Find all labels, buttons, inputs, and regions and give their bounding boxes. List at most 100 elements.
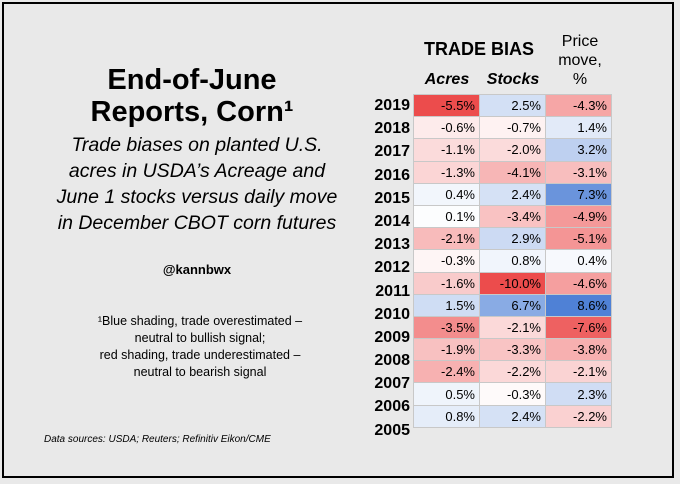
table-row: 0.4% 2.4% 7.3% bbox=[413, 182, 612, 206]
stocks-cell: -3.4% bbox=[479, 204, 546, 229]
year-labels: 2019 2018 2017 2016 2015 2014 2013 2012 2011 2010… bbox=[366, 94, 412, 442]
stocks-cell: 0.8% bbox=[479, 249, 546, 273]
stocks-column-header: Stocks bbox=[486, 71, 540, 88]
stocks-cell: -2.1% bbox=[479, 315, 546, 340]
year-label: 2007 bbox=[374, 375, 410, 393]
price-cell: 8.6% bbox=[545, 293, 612, 317]
figure-frame: End-of-June Reports, Corn¹ Trade biases … bbox=[2, 2, 674, 478]
acres-cell: -1.3% bbox=[413, 160, 480, 184]
year-label: 2015 bbox=[374, 189, 410, 207]
price-cell: -7.6% bbox=[545, 315, 612, 340]
year-label: 2014 bbox=[374, 212, 410, 230]
year-label: 2018 bbox=[374, 120, 410, 138]
acres-cell: -3.5% bbox=[413, 315, 480, 340]
price-cell: -3.1% bbox=[545, 160, 612, 184]
table-row: -5.5% 2.5% -4.3% bbox=[413, 93, 612, 118]
title-line-2: Reports, Corn¹ bbox=[90, 96, 294, 128]
subtitle-line-4: in December CBOT corn futures bbox=[57, 212, 337, 234]
price-cell: -5.1% bbox=[545, 227, 612, 251]
year-label: 2009 bbox=[374, 328, 410, 346]
bias-table: -5.5% 2.5% -4.3% -0.6% -0.7% 1.4% -1.1% -2.0% 3.… bbox=[413, 93, 612, 428]
stocks-cell: 2.4% bbox=[479, 182, 546, 206]
year-label: 2019 bbox=[374, 97, 410, 114]
acres-cell: -1.6% bbox=[413, 271, 480, 295]
acres-cell: 0.8% bbox=[413, 404, 480, 428]
price-cell: 7.3% bbox=[545, 182, 612, 206]
footnote-line-4: neutral to bearish signal bbox=[133, 365, 267, 379]
data-sources: Data sources: USDA; Reuters; Refinitiv E… bbox=[44, 434, 271, 445]
acres-cell: 0.1% bbox=[413, 204, 480, 229]
year-label: 2017 bbox=[374, 143, 410, 161]
table-row: -2.1% 2.9% -5.1% bbox=[413, 227, 612, 251]
table-row: -1.3% -4.1% -3.1% bbox=[413, 160, 612, 184]
footnote-line-1: ¹Blue shading, trade overestimated – bbox=[97, 314, 303, 328]
year-label: 2005 bbox=[374, 421, 410, 439]
footnote-line-2: neutral to bullish signal; bbox=[134, 331, 266, 345]
stocks-cell: 2.9% bbox=[479, 227, 546, 251]
table-row: -3.5% -2.1% -7.6% bbox=[413, 315, 612, 340]
acres-cell: 0.5% bbox=[413, 382, 480, 406]
acres-cell: -0.6% bbox=[413, 116, 480, 140]
year-label: 2008 bbox=[374, 352, 410, 370]
trade-bias-header: TRADE BIAS bbox=[423, 39, 534, 59]
price-cell: 3.2% bbox=[545, 138, 612, 162]
table-row: -1.6% -10.0% -4.6% bbox=[413, 271, 612, 295]
subtitle-line-3: June 1 stocks versus daily move bbox=[56, 186, 338, 208]
price-cell: 2.3% bbox=[545, 382, 612, 406]
year-label: 2011 bbox=[375, 282, 410, 300]
year-label: 2006 bbox=[374, 398, 410, 416]
table-row: 0.8% 2.4% -2.2% bbox=[413, 404, 612, 428]
stocks-cell: -2.2% bbox=[479, 360, 546, 384]
acres-cell: 0.4% bbox=[413, 182, 480, 206]
subtitle-line-1: Trade biases on planted U.S. bbox=[71, 134, 323, 156]
acres-cell: 1.5% bbox=[413, 293, 480, 317]
footnote-line-3: red shading, trade underestimated – bbox=[99, 348, 301, 362]
year-label: 2010 bbox=[374, 305, 410, 323]
price-cell: -4.3% bbox=[545, 93, 612, 118]
stocks-cell: 2.4% bbox=[479, 404, 546, 428]
price-cell: -4.9% bbox=[545, 204, 612, 229]
shading-footnote: ¹Blue shading, trade overestimated – neu… bbox=[4, 313, 396, 381]
chart-title: End-of-June Reports, Corn¹ bbox=[4, 64, 380, 128]
stocks-cell: -10.0% bbox=[479, 271, 546, 295]
table-row: -2.4% -2.2% -2.1% bbox=[413, 360, 612, 384]
price-cell: -2.2% bbox=[545, 404, 612, 428]
year-label: 2013 bbox=[374, 236, 410, 254]
table-row: -0.6% -0.7% 1.4% bbox=[413, 116, 612, 140]
price-cell: -2.1% bbox=[545, 360, 612, 384]
stocks-cell: 6.7% bbox=[479, 293, 546, 317]
price-header-line-2: move, bbox=[558, 52, 602, 69]
stocks-cell: -2.0% bbox=[479, 138, 546, 162]
acres-cell: -0.3% bbox=[413, 249, 480, 273]
table-row: 0.5% -0.3% 2.3% bbox=[413, 382, 612, 406]
year-label: 2012 bbox=[374, 259, 410, 277]
price-cell: -3.8% bbox=[545, 338, 612, 362]
stocks-cell: -0.7% bbox=[479, 116, 546, 140]
stocks-cell: -4.1% bbox=[479, 160, 546, 184]
chart-subtitle: Trade biases on planted U.S. acres in US… bbox=[4, 132, 390, 236]
price-cell: 1.4% bbox=[545, 116, 612, 140]
acres-column-header: Acres bbox=[424, 71, 470, 88]
price-column-header: Price move, % bbox=[544, 32, 616, 89]
stocks-cell: -0.3% bbox=[479, 382, 546, 406]
table-row: 0.1% -3.4% -4.9% bbox=[413, 204, 612, 229]
year-label: 2016 bbox=[374, 166, 410, 184]
stocks-cell: -3.3% bbox=[479, 338, 546, 362]
table-row: -1.1% -2.0% 3.2% bbox=[413, 138, 612, 162]
acres-cell: -5.5% bbox=[413, 93, 480, 118]
price-cell: -4.6% bbox=[545, 271, 612, 295]
price-header-line-1: Price bbox=[561, 33, 599, 50]
table-row: 1.5% 6.7% 8.6% bbox=[413, 293, 612, 317]
price-header-line-3: % bbox=[572, 71, 588, 88]
stocks-cell: 2.5% bbox=[479, 93, 546, 118]
author-handle: @kannbwx bbox=[162, 262, 232, 277]
acres-cell: -2.1% bbox=[413, 227, 480, 251]
acres-cell: -2.4% bbox=[413, 360, 480, 384]
subtitle-line-2: acres in USDA’s Acreage and bbox=[68, 160, 326, 182]
table-row: -1.9% -3.3% -3.8% bbox=[413, 338, 612, 362]
price-cell: 0.4% bbox=[545, 249, 612, 273]
acres-cell: -1.9% bbox=[413, 338, 480, 362]
title-line-1: End-of-June bbox=[107, 64, 277, 96]
table-row: -0.3% 0.8% 0.4% bbox=[413, 249, 612, 273]
acres-cell: -1.1% bbox=[413, 138, 480, 162]
